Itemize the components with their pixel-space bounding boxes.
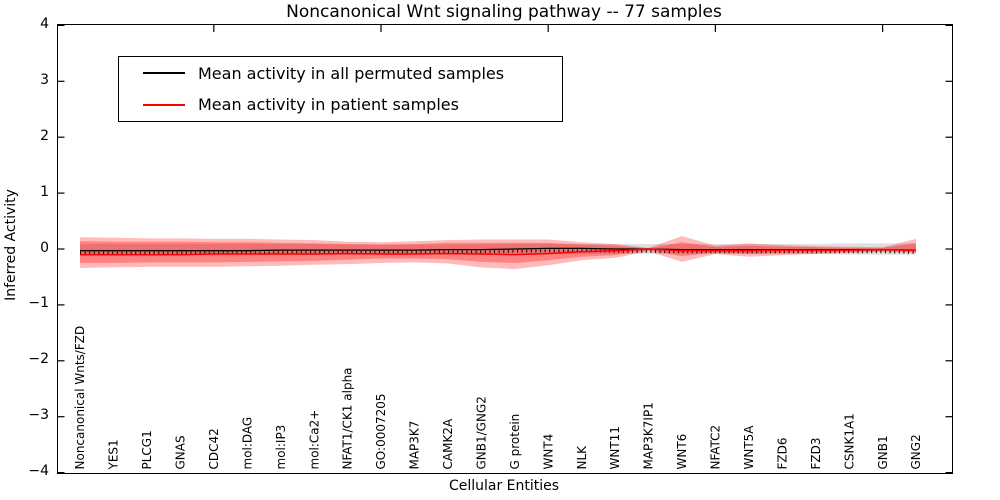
x-tick-label: GNG2 — [909, 434, 923, 469]
x-tick-label: MAP3K7 — [408, 421, 422, 470]
y-tick-label: 2 — [40, 127, 49, 144]
legend-entry-permuted: Mean activity in all permuted samples — [119, 58, 562, 89]
x-tick-label: CAMK2A — [441, 418, 455, 469]
x-tick-label: MAP3K7IP1 — [642, 402, 656, 469]
plot-canvas: Noncanonical Wnts/FZD YES1 PLCG1 GNAS CDC42 m… — [58, 25, 952, 473]
y-tick-label: −3 — [28, 407, 49, 424]
y-tick-label: 0 — [40, 239, 49, 256]
x-axis-label: Cellular Entities — [448, 478, 560, 494]
x-tick-label: mol:IP3 — [274, 425, 288, 470]
y-tick-label: 3 — [40, 71, 49, 88]
x-tick-label: FZD6 — [775, 438, 789, 470]
patient-band-inner — [80, 241, 916, 263]
y-tick-label: −2 — [28, 351, 49, 368]
x-tick-label: FZD3 — [809, 438, 823, 470]
x-tick-label: PLCG1 — [140, 430, 154, 469]
x-tick-label: NLK — [575, 445, 589, 470]
y-tick-label: −4 — [28, 463, 49, 480]
x-tick-label: WNT5A — [742, 425, 756, 470]
y-tick-label: −1 — [28, 295, 49, 312]
legend-label: Mean activity in all permuted samples — [198, 63, 505, 83]
x-tick-label: NFATC2 — [709, 425, 723, 470]
x-tick-label: WNT11 — [608, 426, 622, 469]
permuted-line-swatch — [143, 72, 185, 75]
legend-label: Mean activity in patient samples — [198, 95, 459, 115]
x-tick-label: GO:0007205 — [374, 393, 388, 469]
x-tick-label: CSNK1A1 — [842, 413, 856, 469]
y-tick-label: 1 — [40, 183, 49, 200]
x-tick-label: CDC42 — [207, 428, 221, 469]
patient-line-swatch — [143, 103, 185, 106]
x-tick-label: GNB1 — [876, 435, 890, 469]
x-tick-label: GNAS — [174, 435, 188, 469]
x-tick-label: Noncanonical Wnts/FZD — [73, 326, 87, 470]
y-tick-label: 4 — [40, 15, 49, 32]
patient-band-outer — [80, 236, 916, 270]
chart-title: Noncanonical Wnt signaling pathway -- 77… — [286, 2, 722, 22]
plot-area: Noncanonical Wnts/FZD YES1 PLCG1 GNAS CDC42 m… — [57, 24, 953, 474]
x-tick-label: G protein — [508, 414, 522, 470]
legend: Mean activity in all permuted samples Me… — [118, 56, 563, 122]
x-tick-label: YES1 — [107, 439, 121, 470]
x-tick-label: mol:DAG — [240, 417, 254, 470]
x-tick-label: NFAT1/CK1 alpha — [341, 367, 355, 469]
legend-entry-patient: Mean activity in patient samples — [119, 89, 562, 120]
x-tick-label: WNT4 — [541, 434, 555, 470]
patient-mean-line — [80, 248, 917, 256]
x-tick-label: mol:Ca2+ — [307, 410, 321, 470]
x-tick-label: GNB1/GNG2 — [475, 396, 489, 469]
x-tick-label: WNT6 — [675, 434, 689, 470]
